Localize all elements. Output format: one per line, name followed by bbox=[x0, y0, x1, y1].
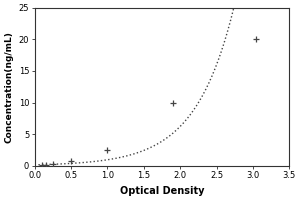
Y-axis label: Concentration(ng/mL): Concentration(ng/mL) bbox=[4, 31, 13, 143]
X-axis label: Optical Density: Optical Density bbox=[120, 186, 204, 196]
